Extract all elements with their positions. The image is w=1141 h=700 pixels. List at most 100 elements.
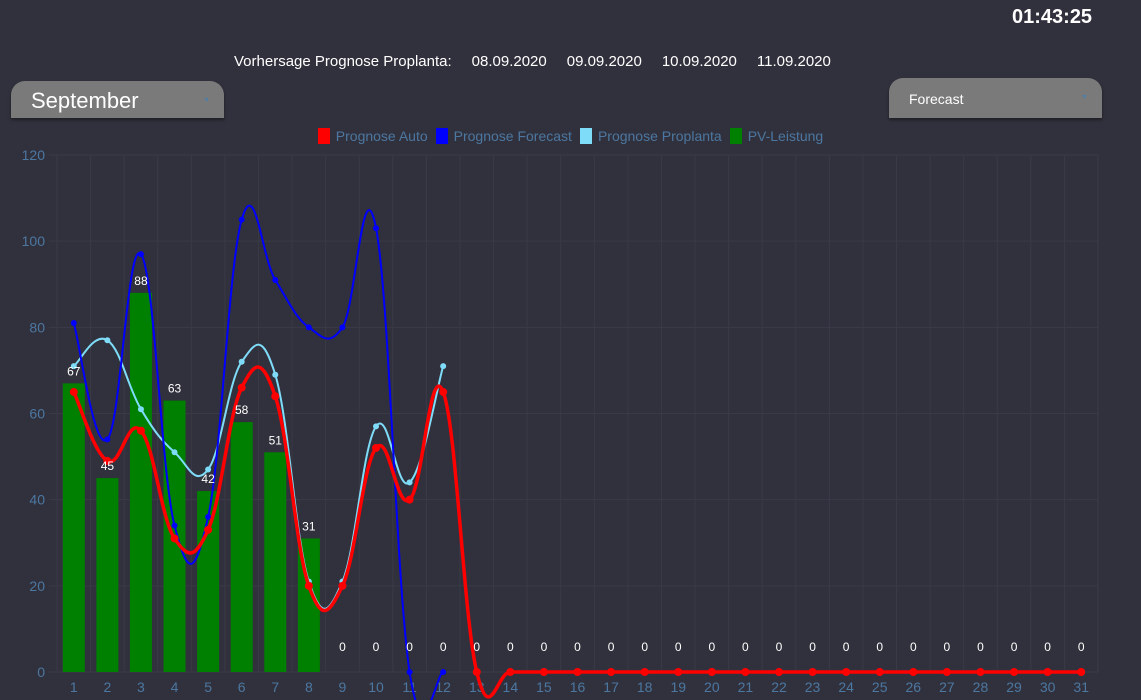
data-point (70, 363, 77, 370)
y-tick-label: 80 (29, 319, 45, 335)
x-tick-label: 11 (402, 679, 417, 695)
legend-swatch (729, 128, 742, 144)
x-tick-label: 29 (1006, 679, 1022, 695)
bar-data-label: 0 (675, 640, 682, 654)
data-point (304, 581, 313, 590)
data-point (373, 423, 380, 430)
bar-data-label: 63 (168, 382, 182, 396)
x-tick-label: 26 (906, 679, 922, 695)
data-point (439, 387, 448, 396)
bar-data-label: 0 (641, 640, 648, 654)
bar-data-label: 0 (876, 640, 883, 654)
bar-data-label: 88 (134, 274, 148, 288)
legend-label: Prognose Auto (335, 128, 428, 144)
data-point (842, 668, 851, 676)
data-point (136, 426, 145, 435)
bar-data-label: 0 (1078, 640, 1085, 654)
data-point (237, 383, 246, 392)
legend-item[interactable]: PV-Leistung (729, 128, 823, 144)
data-point (372, 443, 381, 452)
bar-data-label: 45 (101, 459, 115, 473)
x-tick-label: 6 (238, 679, 246, 695)
chart-legend: Prognose Auto Prognose Forecast Prognose P… (0, 128, 1141, 144)
data-point (1043, 668, 1052, 676)
data-point (1010, 668, 1019, 676)
legend-item[interactable]: Prognose Forecast (435, 128, 572, 144)
month-select-value: September (31, 88, 139, 113)
y-tick-label: 20 (29, 578, 45, 594)
bar (62, 383, 85, 672)
x-tick-label: 5 (204, 679, 212, 695)
data-point (942, 668, 951, 676)
bar (96, 478, 119, 672)
series-line-prognose-forecast (72, 204, 445, 700)
data-point (238, 216, 245, 223)
bar (264, 452, 287, 672)
bar-data-label: 0 (809, 640, 816, 654)
x-tick-label: 8 (305, 679, 313, 695)
legend-swatch (317, 128, 330, 144)
data-point (406, 669, 413, 675)
x-tick-label: 21 (738, 679, 754, 695)
data-point (1077, 668, 1086, 676)
data-point (573, 668, 582, 676)
legend-item[interactable]: Prognose Proplanta (579, 128, 722, 144)
clock: 01:43:25 (1012, 6, 1093, 28)
series-line-prognose-auto (72, 365, 1082, 699)
bar-data-label: 31 (302, 519, 316, 533)
legend-item[interactable]: Prognose Auto (317, 128, 428, 144)
bar-data-label: 0 (373, 640, 380, 654)
bar-data-label: 0 (608, 640, 615, 654)
bar-data-label: 51 (269, 433, 283, 447)
data-point (204, 525, 213, 534)
x-tick-label: 9 (339, 679, 347, 695)
data-point (472, 668, 481, 676)
x-tick-label: 28 (973, 679, 989, 695)
legend-label: Prognose Proplanta (597, 128, 722, 144)
data-point (506, 668, 515, 676)
view-select[interactable]: Forecast ▼ (889, 78, 1102, 118)
bar-data-label: 0 (944, 640, 951, 654)
series-line-prognose-proplanta (73, 337, 445, 610)
chevron-down-icon: ▼ (1081, 94, 1088, 101)
data-point (137, 406, 144, 413)
data-point (238, 358, 245, 365)
data-point (808, 668, 817, 676)
data-point (774, 668, 783, 676)
month-select[interactable]: September ▼ (11, 81, 224, 118)
data-point (674, 668, 683, 676)
data-point (170, 534, 179, 543)
bar-data-label: 58 (235, 403, 249, 417)
x-tick-label: 10 (368, 679, 384, 695)
data-point (405, 495, 414, 504)
data-point (741, 668, 750, 676)
bar-data-label: 0 (708, 640, 715, 654)
bar-data-label: 0 (843, 640, 850, 654)
x-tick-label: 20 (704, 679, 720, 695)
x-tick-label: 14 (503, 679, 519, 695)
forecast-date: 09.09.2020 (566, 53, 642, 70)
data-point (339, 324, 346, 331)
y-tick-label: 120 (22, 147, 46, 163)
data-point (305, 324, 312, 331)
data-point (539, 668, 548, 676)
bar-data-label: 0 (574, 640, 581, 654)
x-tick-label: 30 (1040, 679, 1056, 695)
bar-data-label: 0 (1044, 640, 1051, 654)
y-tick-label: 60 (29, 406, 45, 422)
forecast-date: 11.09.2020 (756, 53, 831, 70)
data-point (103, 456, 112, 465)
data-point (607, 668, 616, 676)
data-point (440, 669, 447, 675)
x-tick-label: 7 (271, 679, 279, 695)
x-tick-label: 24 (838, 679, 854, 695)
x-tick-label: 3 (137, 679, 145, 695)
bar (129, 292, 152, 672)
data-point (271, 392, 280, 401)
bar-data-label: 0 (776, 640, 783, 654)
data-point (875, 668, 884, 676)
legend-label: Prognose Forecast (453, 128, 572, 144)
data-point (205, 466, 212, 473)
data-point (640, 668, 649, 676)
